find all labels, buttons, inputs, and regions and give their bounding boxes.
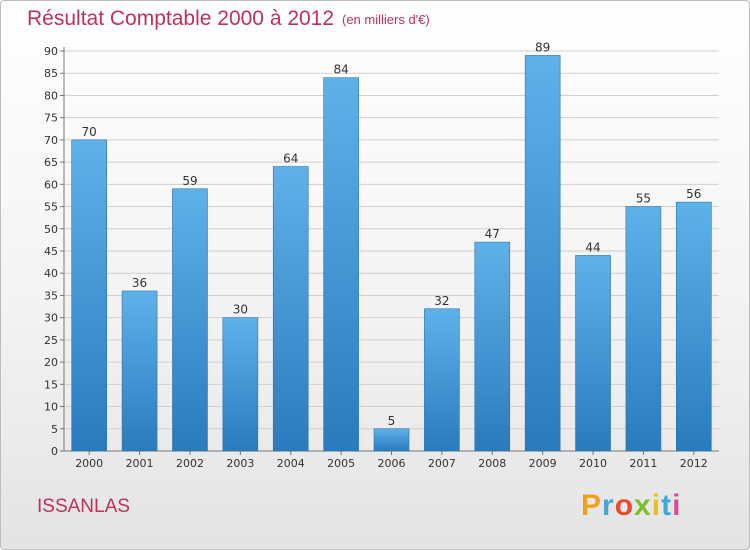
bar-2004 xyxy=(272,166,309,452)
x-tick-label: 2002 xyxy=(176,457,204,470)
bar-2002 xyxy=(172,188,208,452)
bar-2003 xyxy=(222,317,259,452)
bar-value-label: 44 xyxy=(585,240,600,254)
x-tick-label: 2012 xyxy=(680,457,708,470)
bar-2000 xyxy=(71,139,107,452)
bar-2009 xyxy=(524,55,561,452)
y-tick-label: 15 xyxy=(44,378,58,391)
bar-value-label: 30 xyxy=(233,303,248,317)
y-tick-label: 75 xyxy=(44,112,58,125)
y-tick-label: 25 xyxy=(44,334,58,347)
y-tick-label: 60 xyxy=(44,178,58,191)
y-tick-label: 55 xyxy=(44,201,58,214)
bar-value-label: 55 xyxy=(636,192,651,206)
chart-title: Résultat Comptable 2000 à 2012 xyxy=(27,7,335,30)
y-tick-label: 30 xyxy=(44,312,58,325)
bar-value-label: 32 xyxy=(434,294,449,308)
x-tick-label: 2003 xyxy=(226,457,254,470)
chart-subtitle: (en milliers d'€) xyxy=(342,12,430,27)
x-tick-label: 2008 xyxy=(478,457,506,470)
bar-2010 xyxy=(575,255,611,452)
x-tick-label: 2005 xyxy=(327,457,355,470)
y-tick-label: 0 xyxy=(51,445,58,458)
y-tick-label: 65 xyxy=(44,156,58,169)
bar-2007 xyxy=(424,308,460,452)
proxiti-logo: Proxiti xyxy=(581,489,682,522)
x-tick-label: 2004 xyxy=(277,457,305,470)
bar-value-label: 84 xyxy=(333,63,348,77)
y-tick-label: 70 xyxy=(44,134,58,147)
bar-2005 xyxy=(323,77,359,452)
y-tick-label: 5 xyxy=(51,423,58,436)
commune-name: ISSANLAS xyxy=(37,496,130,517)
bar-value-label: 5 xyxy=(388,414,396,428)
bar-2012 xyxy=(676,201,712,452)
bar-value-label: 70 xyxy=(82,125,97,139)
bar-2006 xyxy=(373,428,410,452)
y-tick-label: 20 xyxy=(44,356,58,369)
bar-2001 xyxy=(121,290,158,452)
y-tick-label: 45 xyxy=(44,245,58,258)
y-tick-label: 35 xyxy=(44,289,58,302)
bar-value-label: 47 xyxy=(485,227,500,241)
y-tick-label: 85 xyxy=(44,67,58,80)
bar-2008 xyxy=(474,241,511,452)
bar-2011 xyxy=(625,206,662,452)
y-tick-label: 90 xyxy=(44,45,58,58)
x-tick-label: 2007 xyxy=(428,457,456,470)
x-tick-label: 2009 xyxy=(529,457,557,470)
y-tick-label: 50 xyxy=(44,223,58,236)
bar-value-label: 36 xyxy=(132,276,147,290)
y-tick-label: 80 xyxy=(44,89,58,102)
y-tick-label: 10 xyxy=(44,401,58,414)
x-tick-label: 2011 xyxy=(629,457,657,470)
x-tick-label: 2001 xyxy=(126,457,154,470)
bar-value-label: 59 xyxy=(182,174,197,188)
x-tick-label: 2010 xyxy=(579,457,607,470)
bar-value-label: 56 xyxy=(686,187,701,201)
x-tick-label: 2006 xyxy=(378,457,406,470)
y-tick-label: 40 xyxy=(44,267,58,280)
bar-value-label: 64 xyxy=(283,152,298,166)
x-tick-label: 2000 xyxy=(75,457,103,470)
bar-value-label: 89 xyxy=(535,40,550,54)
